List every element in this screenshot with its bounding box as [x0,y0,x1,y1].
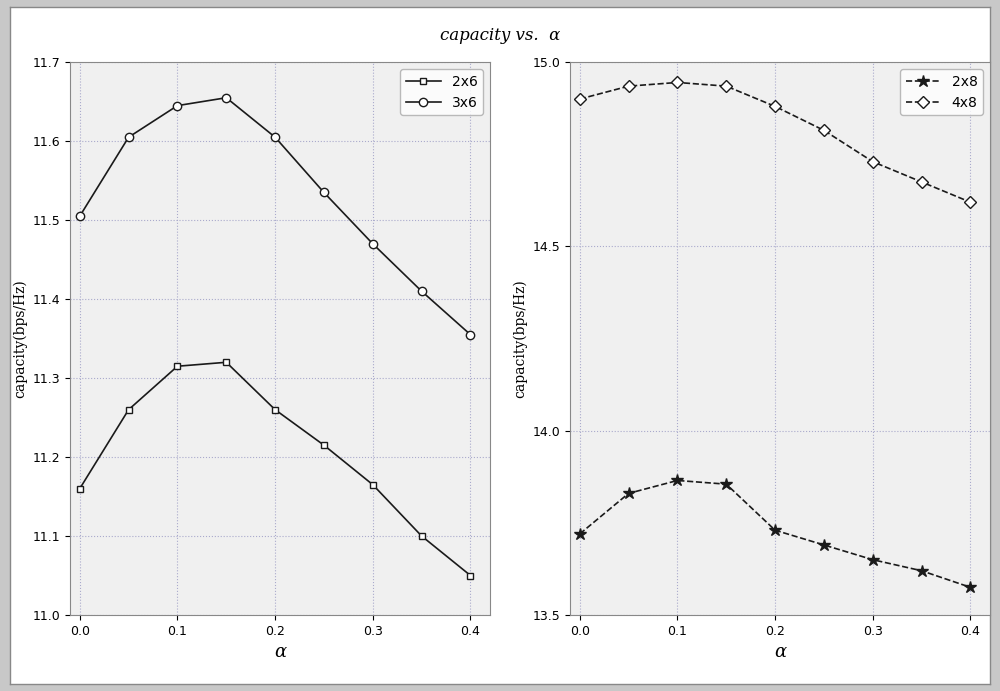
3x6 [416,287,428,295]
2x8 [769,526,781,534]
3x6 [318,189,330,197]
2x8 [964,583,976,591]
Line: 2x8: 2x8 [574,474,977,594]
2x6 [464,571,476,580]
2x6 [416,532,428,540]
Line: 2x6: 2x6 [76,359,474,579]
2x8 [720,480,732,489]
X-axis label: α: α [274,643,286,661]
3x6 [269,133,281,142]
2x6 [74,484,86,493]
3x6 [123,133,135,142]
3x6 [464,330,476,339]
2x6 [220,358,232,366]
4x8 [818,126,830,135]
2x8 [818,541,830,549]
2x8 [671,476,683,484]
4x8 [916,178,928,186]
X-axis label: α: α [774,643,786,661]
3x6 [74,212,86,220]
4x8 [964,198,976,207]
2x8 [916,567,928,575]
Legend: 2x6, 3x6: 2x6, 3x6 [400,69,483,115]
Y-axis label: capacity(bps/Hz): capacity(bps/Hz) [13,279,27,398]
3x6 [367,240,379,248]
3x6 [171,102,183,110]
4x8 [867,158,879,166]
Line: 3x6: 3x6 [76,93,475,339]
Line: 4x8: 4x8 [576,78,975,207]
2x6 [171,362,183,370]
3x6 [220,93,232,102]
2x8 [867,556,879,564]
2x6 [123,406,135,414]
Y-axis label: capacity(bps/Hz): capacity(bps/Hz) [512,279,527,398]
2x8 [574,530,586,538]
4x8 [720,82,732,91]
4x8 [623,82,635,91]
4x8 [574,95,586,103]
4x8 [671,78,683,86]
Legend: 2x8, 4x8: 2x8, 4x8 [900,69,983,115]
2x6 [318,441,330,449]
Text: capacity vs.  α: capacity vs. α [440,27,560,44]
2x6 [269,406,281,414]
2x8 [623,489,635,498]
4x8 [769,102,781,111]
2x6 [367,480,379,489]
